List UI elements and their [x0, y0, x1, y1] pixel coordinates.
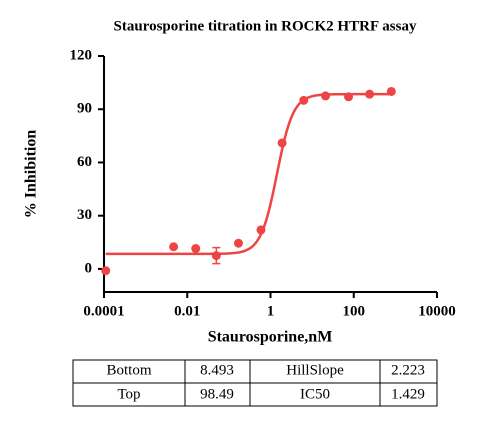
data-point: [191, 244, 201, 254]
x-axis-label: Staurosporine,nM: [208, 329, 333, 346]
table-label: Bottom: [106, 362, 151, 378]
data-point: [299, 95, 309, 105]
x-tick-label: 100: [343, 303, 366, 319]
data-point: [365, 89, 375, 99]
table-label: IC50: [300, 386, 330, 402]
fit-table: [72, 359, 438, 407]
data-point: [386, 86, 396, 96]
table-label: Top: [117, 386, 140, 402]
table-value: 1.429: [391, 386, 425, 402]
chart-title: Staurosporine titration in ROCK2 HTRF as…: [114, 18, 417, 34]
y-tick-label: 60: [77, 154, 92, 170]
x-tick-label: 0.01: [174, 303, 200, 319]
y-tick-label: 120: [70, 47, 93, 63]
x-tick-label: 1: [267, 303, 275, 319]
data-point: [277, 138, 287, 148]
data-point: [321, 91, 331, 101]
data-point: [344, 92, 354, 102]
data-point: [233, 238, 243, 248]
table-value: 98.49: [200, 386, 234, 402]
y-tick-label: 30: [77, 207, 92, 223]
data-point: [169, 242, 179, 252]
data-point: [101, 266, 111, 276]
x-tick-label: 0.0001: [83, 303, 124, 319]
table-label: HillSlope: [286, 362, 344, 378]
x-tick-label: 10000: [418, 303, 456, 319]
table-value: 8.493: [200, 362, 234, 378]
y-tick-label: 90: [77, 101, 92, 117]
table-value: 2.223: [391, 362, 425, 378]
fit-curve: [105, 92, 392, 256]
y-tick-label: 0: [85, 260, 93, 276]
data-point: [256, 225, 266, 235]
data-point: [211, 251, 221, 261]
y-axis-label: % Inhibition: [23, 130, 40, 219]
